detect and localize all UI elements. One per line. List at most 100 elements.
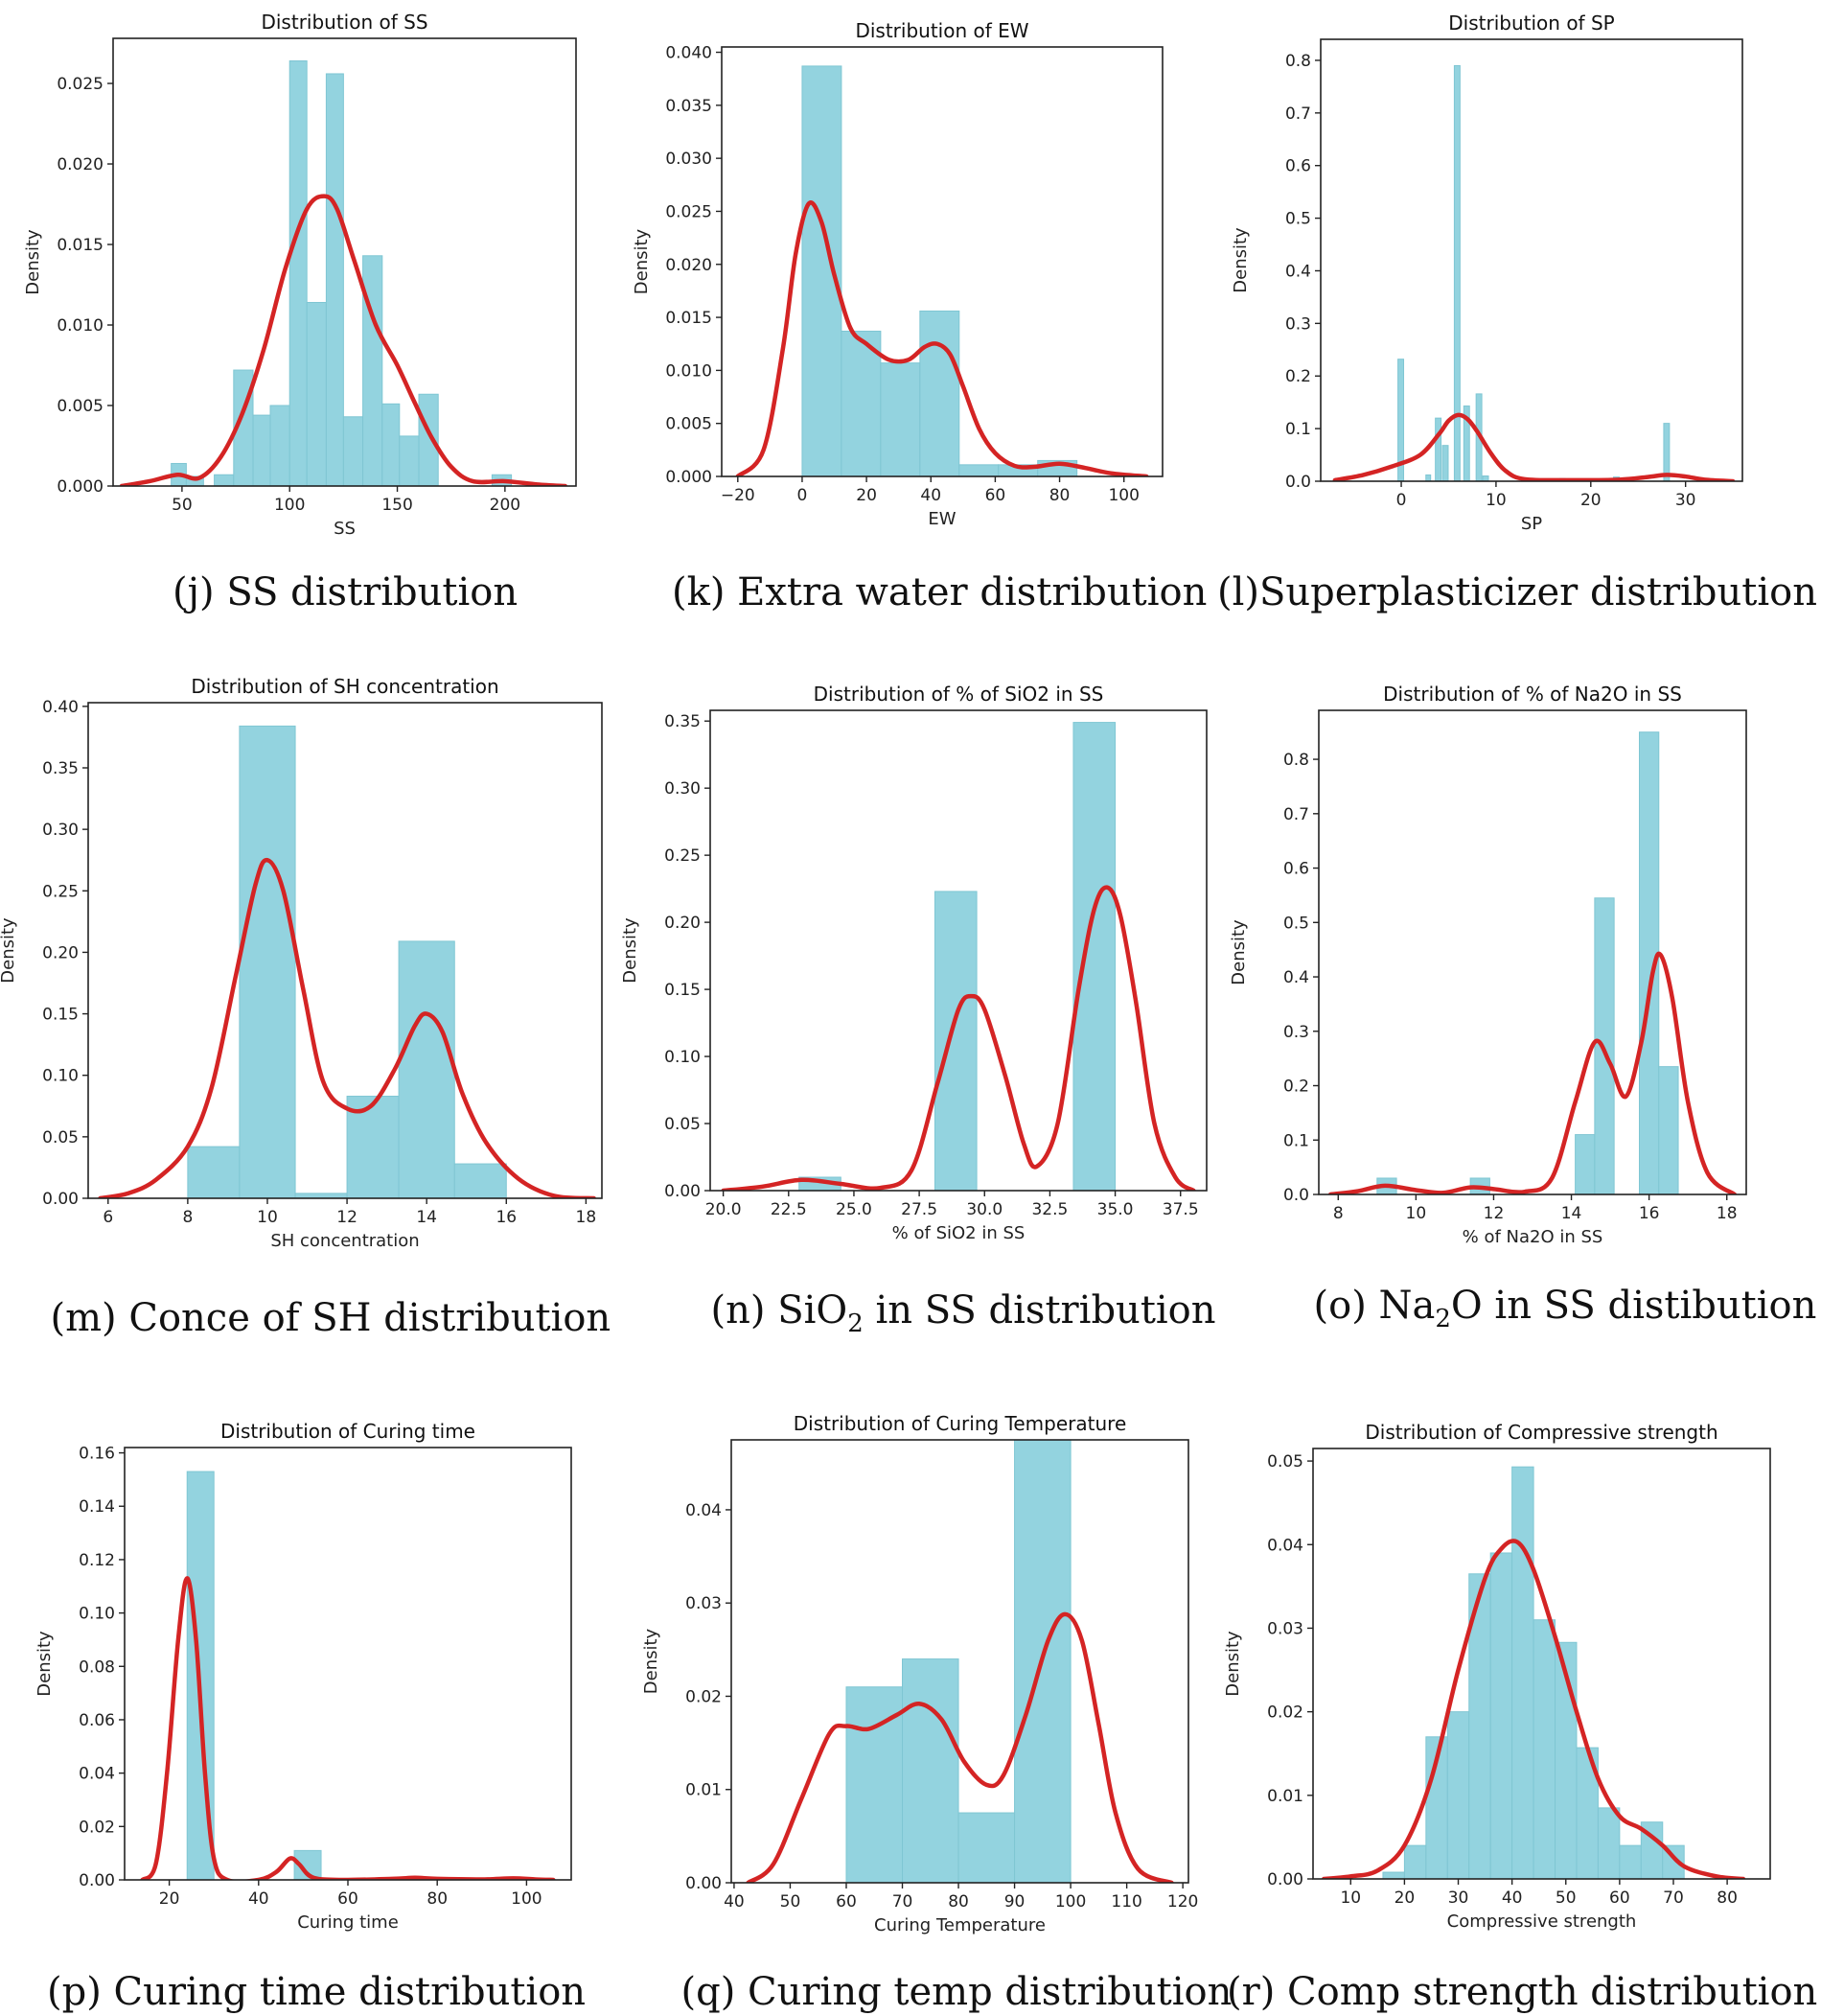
x-tick-label: 20 — [856, 486, 877, 505]
x-axis-label: Curing Temperature — [874, 1915, 1046, 1935]
panel-caption: (k) Extra water distribution — [672, 570, 1207, 614]
chart-panel: 0.00 0.01 0.02 0.03 0.04 40 50 60 70 80 90 100 110 12… — [641, 1407, 1202, 1942]
kde-curve — [98, 857, 596, 1198]
y-tick-label: 0.05 — [1267, 1452, 1303, 1471]
kde-curve — [746, 1611, 1174, 1883]
y-tick-label: 0.05 — [42, 1128, 79, 1147]
x-tick-label: 10 — [1406, 1204, 1427, 1223]
x-tick-label: 27.5 — [901, 1200, 937, 1219]
x-tick-label: 80 — [1717, 1889, 1738, 1908]
y-tick-label: 0.015 — [665, 309, 712, 328]
chart-svg: 0.000 0.005 0.010 0.015 0.020 0.025 50 100 150 20… — [23, 11, 577, 539]
x-tick-label: 200 — [490, 496, 520, 515]
panel-caption: (o) Na2O in SS distibution — [1314, 1284, 1817, 1333]
y-tick-label: 0.7 — [1285, 104, 1311, 124]
caption-text-suffix: in SS distribution — [863, 1288, 1216, 1332]
y-axis-label: Density — [1229, 919, 1249, 985]
y-tick-label: 0.1 — [1283, 1131, 1309, 1150]
histogram-bar — [187, 1146, 241, 1198]
histogram-bar — [1533, 1619, 1556, 1879]
y-tick-label: 0.02 — [685, 1687, 722, 1706]
y-tick-label: 0.05 — [664, 1115, 701, 1134]
x-tick-label: 150 — [381, 496, 412, 515]
y-tick-label: 0.02 — [79, 1818, 115, 1837]
chart-title: Distribution of Compressive strength — [1365, 1421, 1717, 1444]
y-tick-label: 0.01 — [1267, 1787, 1303, 1806]
x-tick-label: 12 — [336, 1208, 357, 1227]
y-axis-label: Density — [632, 228, 652, 294]
y-axis-label: Density — [1223, 1631, 1243, 1697]
axes-frame — [721, 46, 1164, 477]
y-tick-label: 0.00 — [664, 1182, 701, 1201]
histogram-bar — [1663, 423, 1671, 481]
x-tick-label: 20 — [1395, 1889, 1416, 1908]
x-tick-label: 14 — [1561, 1204, 1582, 1223]
histogram-bar — [1575, 1134, 1596, 1194]
y-tick-label: 0.06 — [79, 1711, 115, 1730]
kde-curve — [721, 885, 1196, 1191]
kde-curve — [140, 1576, 556, 1880]
x-tick-label: 37.5 — [1163, 1200, 1199, 1219]
panel-caption: (n) SiO2 in SS distribution — [711, 1288, 1216, 1338]
x-tick-label: 20 — [1580, 491, 1602, 510]
histogram-bar — [902, 1658, 959, 1883]
y-tick-label: 0.14 — [79, 1497, 115, 1517]
x-tick-label: 6 — [103, 1208, 113, 1227]
x-tick-label: 40 — [724, 1892, 745, 1912]
x-tick-label: 100 — [1108, 486, 1139, 505]
histogram-bar — [1072, 722, 1117, 1191]
x-tick-label: 18 — [1717, 1204, 1738, 1223]
y-tick-label: 0.25 — [664, 846, 701, 866]
x-tick-label: 60 — [337, 1889, 358, 1909]
y-tick-label: 0.40 — [42, 698, 79, 717]
y-tick-label: 0.005 — [57, 397, 104, 416]
x-tick-label: 14 — [416, 1208, 437, 1227]
y-tick-label: 0.5 — [1283, 914, 1309, 933]
histogram-bar — [841, 330, 882, 476]
y-tick-label: 0.03 — [1267, 1619, 1303, 1638]
x-tick-label: 100 — [274, 496, 305, 515]
axes-frame — [730, 1439, 1189, 1884]
chart-title: Distribution of % of Na2O in SS — [1383, 683, 1682, 706]
chart-title: Distribution of SP — [1448, 12, 1614, 35]
histogram-bar — [957, 1812, 1016, 1883]
histogram-bar — [1511, 1466, 1534, 1879]
y-tick-label: 0.00 — [79, 1871, 115, 1890]
histogram-bar — [880, 362, 921, 476]
x-tick-label: 100 — [1055, 1892, 1086, 1912]
caption-text: (o) Na — [1313, 1284, 1436, 1328]
caption-subscript: 2 — [1435, 1305, 1451, 1333]
y-tick-label: 0.025 — [57, 75, 104, 94]
chart-title: Distribution of SH concentration — [191, 675, 498, 698]
histogram-bar — [288, 60, 308, 486]
x-tick-label: 30.0 — [966, 1200, 1003, 1219]
axes-frame — [87, 702, 603, 1199]
kde-curve — [119, 194, 568, 486]
y-axis-label: Density — [0, 917, 18, 984]
y-tick-label: 0.02 — [1267, 1703, 1303, 1723]
caption-text: (r) Comp strength distribution — [1227, 1970, 1818, 2014]
chart-svg: 0.00 0.05 0.10 0.15 0.20 0.25 0.30 0.35 20.0 22.5… — [620, 683, 1208, 1243]
x-tick-label: 0 — [797, 486, 808, 505]
x-tick-label: 70 — [1663, 1889, 1684, 1908]
chart-svg: 0.00 0.02 0.04 0.06 0.08 0.10 0.12 0.14 0.16 20 40… — [35, 1420, 572, 1933]
y-tick-label: 0.00 — [685, 1874, 722, 1893]
axes-frame — [1312, 1448, 1771, 1880]
histogram-bar — [269, 405, 290, 486]
x-tick-label: 20 — [159, 1889, 180, 1909]
x-tick-label: 90 — [1004, 1892, 1026, 1912]
caption-text: (l)Superplasticizer distribution — [1217, 570, 1817, 614]
histogram-bar — [1403, 1844, 1427, 1879]
chart-panel: 0.00 0.05 0.10 0.15 0.20 0.25 0.30 0.35 0.40 6 8 10… — [0, 670, 615, 1258]
histogram-bar — [958, 464, 1000, 476]
axes-frame — [112, 37, 577, 487]
caption-text: (m) Conce of SH distribution — [50, 1296, 611, 1340]
x-axis-label: Compressive strength — [1447, 1912, 1637, 1932]
histogram-bar — [1441, 445, 1449, 481]
chart-svg: 0.0 0.1 0.2 0.3 0.4 0.5 0.6 0.7 0.8 0 10 20 30 Distri… — [1231, 12, 1743, 534]
y-tick-label: 0.35 — [42, 759, 79, 778]
kde-curve — [1327, 951, 1738, 1194]
chart-title: Distribution of EW — [855, 19, 1028, 42]
histogram-bar — [239, 725, 296, 1198]
x-tick-label: −20 — [721, 486, 755, 505]
